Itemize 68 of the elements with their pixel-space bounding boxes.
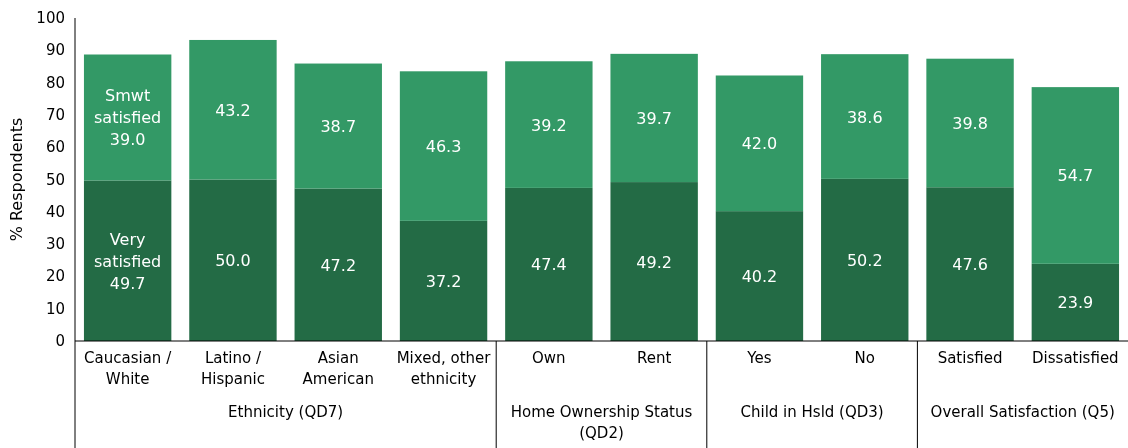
data-label: 39.7 xyxy=(636,108,672,128)
bar xyxy=(505,61,593,188)
bar xyxy=(610,182,698,341)
y-tick-label: 80 xyxy=(45,73,65,92)
y-tick-label: 30 xyxy=(45,235,65,254)
bar xyxy=(399,71,488,221)
series-label: Very satisfied xyxy=(94,229,162,271)
bar xyxy=(610,53,698,183)
x-tick-label: Asian American xyxy=(302,349,374,388)
data-label: 39.2 xyxy=(531,115,567,135)
bar xyxy=(505,187,593,341)
x-tick-label: Mixed, other ethnicity xyxy=(396,349,492,388)
x-tick-label: Caucasian / White xyxy=(84,349,173,388)
data-label: 42.0 xyxy=(741,133,778,153)
data-label: 37.2 xyxy=(425,271,462,291)
bar xyxy=(294,188,382,341)
y-tick-label: 10 xyxy=(45,299,65,318)
bar xyxy=(715,75,804,212)
data-label: 49.2 xyxy=(636,252,672,272)
y-axis-title: % Respondents xyxy=(7,117,26,242)
y-tick-label: 0 xyxy=(55,332,65,350)
y-tick-label: 100 xyxy=(36,9,65,27)
bar xyxy=(715,211,804,341)
bar xyxy=(1031,87,1120,264)
x-tick-label: Yes xyxy=(746,349,772,367)
data-label: 47.2 xyxy=(320,255,357,275)
bar xyxy=(189,39,277,180)
data-label: 38.6 xyxy=(846,107,883,127)
data-label: 39.0 xyxy=(109,129,146,149)
data-label: 43.2 xyxy=(215,100,251,120)
bar xyxy=(83,180,172,341)
bar xyxy=(1031,263,1120,341)
data-label: 46.3 xyxy=(425,136,462,156)
x-tick-label: Rent xyxy=(636,349,672,367)
bar xyxy=(83,54,172,181)
y-tick-label: 60 xyxy=(45,138,65,157)
bar xyxy=(821,178,909,341)
data-label: 40.2 xyxy=(741,266,778,286)
x-tick-label: Dissatisfied xyxy=(1032,349,1119,367)
series-label: Smwt satisfied xyxy=(94,85,162,127)
data-label: 49.7 xyxy=(109,273,146,293)
bar xyxy=(821,54,909,179)
y-tick-label: 70 xyxy=(45,105,65,124)
x-tick-label: No xyxy=(854,349,875,367)
data-label: 50.0 xyxy=(215,250,251,270)
data-label: 54.7 xyxy=(1057,165,1094,185)
x-tick-label: Satisfied xyxy=(937,349,1003,367)
data-label: 23.9 xyxy=(1057,292,1094,312)
text: Ethnicity (QD7) xyxy=(228,403,344,421)
y-tick-label: 90 xyxy=(45,41,65,60)
x-tick-label: Latino / Hispanic xyxy=(201,349,265,388)
bar xyxy=(926,58,1014,188)
bar xyxy=(294,63,382,189)
data-label: 38.7 xyxy=(320,116,357,136)
x-tick-label: Own xyxy=(532,349,566,367)
bar xyxy=(926,187,1014,341)
text: Child in Hsld (QD3) xyxy=(740,403,884,421)
text: Overall Satisfaction (Q5) xyxy=(930,403,1115,421)
text: Home Ownership Status (QD2) xyxy=(510,403,693,442)
y-tick-label: 50 xyxy=(45,170,65,189)
bar xyxy=(189,179,277,341)
bar xyxy=(399,220,488,341)
data-label: 47.4 xyxy=(531,254,567,274)
y-tick-label: 20 xyxy=(45,267,65,286)
data-label: 39.8 xyxy=(952,113,988,133)
data-label: 50.2 xyxy=(846,250,883,270)
y-tick-label: 40 xyxy=(45,202,65,221)
data-label: 47.6 xyxy=(952,254,988,274)
